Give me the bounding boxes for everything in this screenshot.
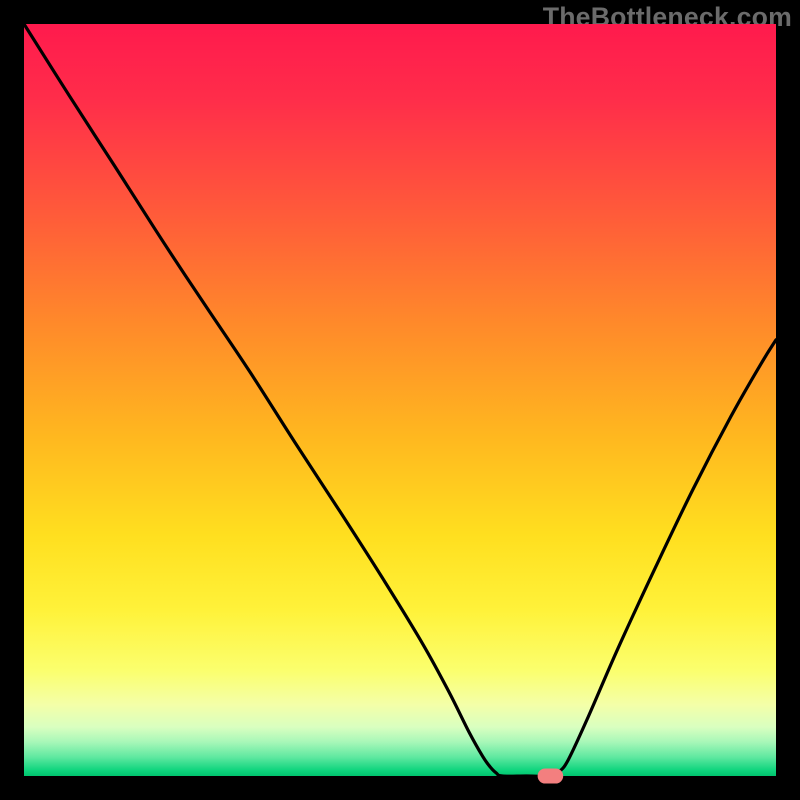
gradient-background bbox=[24, 24, 776, 776]
bottleneck-curve-chart bbox=[0, 0, 800, 800]
valley-marker bbox=[538, 768, 564, 783]
chart-frame: TheBottleneck.com bbox=[0, 0, 800, 800]
